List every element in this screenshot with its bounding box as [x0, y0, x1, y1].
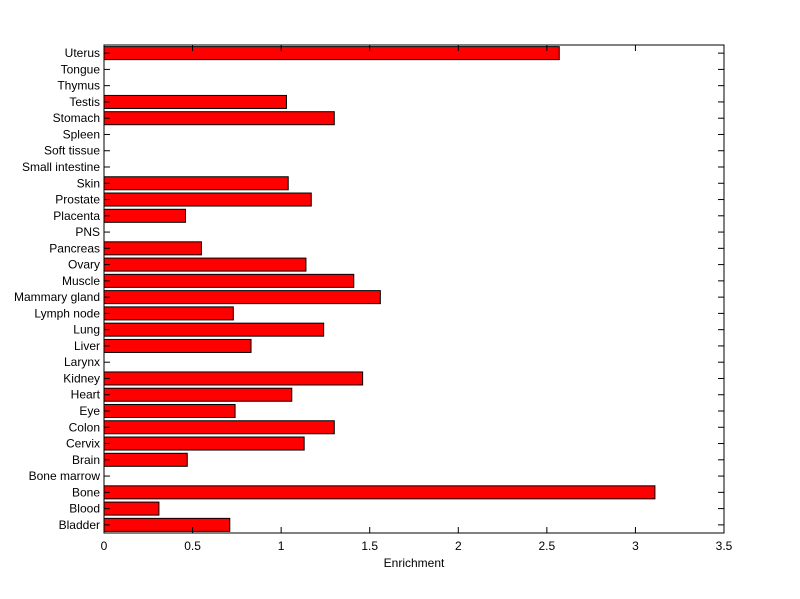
x-tick-label: 0 — [101, 539, 108, 553]
bar-stomach — [103, 111, 335, 126]
bar-brain — [103, 452, 188, 467]
category-label-bone: Bone — [72, 485, 100, 499]
bar-lung — [103, 322, 325, 337]
category-label-kidney: Kidney — [63, 371, 100, 385]
bar-kidney — [103, 371, 364, 386]
bar-blood — [103, 501, 160, 516]
category-label-spleen: Spleen — [63, 127, 100, 141]
category-label-prostate: Prostate — [55, 193, 100, 207]
category-label-small-intestine: Small intestine — [22, 160, 100, 174]
category-label-bladder: Bladder — [59, 518, 100, 532]
category-label-liver: Liver — [74, 339, 100, 353]
category-label-lymph-node: Lymph node — [34, 306, 100, 320]
category-label-colon: Colon — [69, 420, 100, 434]
x-axis-label: Enrichment — [384, 556, 445, 570]
category-label-thymus: Thymus — [57, 79, 100, 93]
category-label-uterus: Uterus — [65, 46, 100, 60]
category-label-ovary: Ovary — [68, 258, 100, 272]
category-label-heart: Heart — [71, 388, 101, 402]
bar-pancreas — [103, 241, 202, 256]
plot-frame — [103, 44, 725, 534]
x-tick-label: 2.5 — [539, 539, 556, 553]
bar-cervix — [103, 436, 305, 451]
bar-colon — [103, 420, 335, 435]
bar-mammary-gland — [103, 290, 381, 305]
category-label-skin: Skin — [77, 176, 100, 190]
category-label-cervix: Cervix — [66, 437, 100, 451]
bar-eye — [103, 403, 236, 419]
category-label-brain: Brain — [72, 453, 100, 467]
x-tick-label: 1 — [278, 539, 285, 553]
x-tick-label: 0.5 — [184, 539, 201, 553]
bar-placenta — [103, 208, 186, 223]
bar-liver — [103, 338, 252, 353]
bar-muscle — [103, 273, 355, 288]
bar-heart — [103, 387, 293, 402]
category-label-muscle: Muscle — [62, 274, 100, 288]
x-tick-label: 3 — [632, 539, 639, 553]
category-label-pns: PNS — [75, 225, 100, 239]
x-tick-label: 2 — [455, 539, 462, 553]
category-label-tongue: Tongue — [61, 62, 101, 76]
bar-skin — [103, 176, 289, 191]
category-label-larynx: Larynx — [64, 355, 100, 369]
bars-group — [103, 46, 656, 532]
category-label-bone-marrow: Bone marrow — [29, 469, 101, 483]
category-label-lung: Lung — [73, 323, 100, 337]
bar-bone — [103, 485, 656, 500]
category-label-stomach: Stomach — [53, 111, 100, 125]
category-label-eye: Eye — [79, 404, 100, 418]
ticks-group — [103, 45, 725, 533]
x-tick-label: 1.5 — [361, 539, 378, 553]
category-label-mammary-gland: Mammary gland — [14, 290, 100, 304]
x-tick-labels-group: 0 0.5 1 1.5 2 2.5 3 3.5 — [101, 539, 733, 553]
bar-prostate — [103, 192, 312, 207]
category-labels-group: Bladder Blood Bone Bone marrow Brain Cervix Co… — [14, 46, 101, 532]
bar-testis — [103, 94, 287, 109]
x-tick-label: 3.5 — [716, 539, 733, 553]
bar-uterus — [103, 46, 560, 61]
bar-bladder — [103, 517, 231, 532]
category-label-soft-tissue: Soft tissue — [44, 144, 100, 158]
bar-lymph-node — [103, 306, 234, 321]
category-label-testis: Testis — [69, 95, 100, 109]
bar-ovary — [103, 257, 307, 272]
category-label-placenta: Placenta — [53, 209, 100, 223]
category-label-blood: Blood — [69, 502, 100, 516]
category-label-pancreas: Pancreas — [49, 241, 100, 255]
